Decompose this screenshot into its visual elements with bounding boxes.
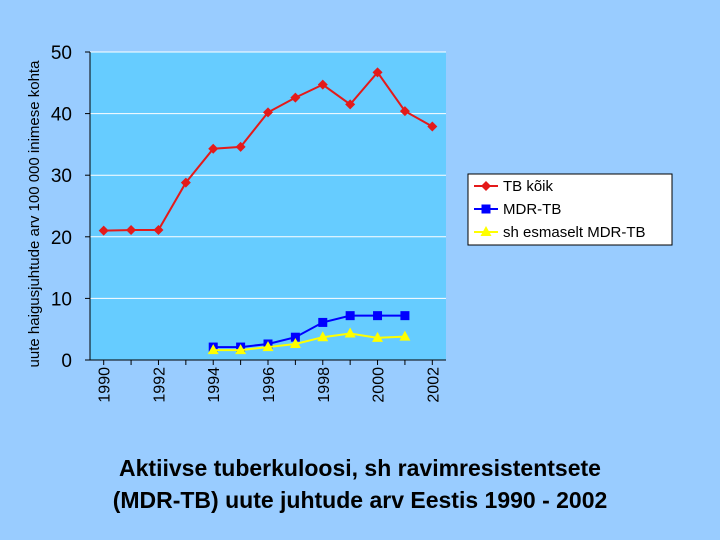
plot-area xyxy=(90,52,446,360)
caption: Aktiivse tuberkuloosi, sh ravimresistent… xyxy=(0,452,720,516)
data-point xyxy=(235,344,247,355)
data-point xyxy=(372,67,383,78)
data-point xyxy=(317,79,328,90)
legend-label: MDR-TB xyxy=(503,201,561,218)
data-point xyxy=(207,344,219,355)
y-tick-label: 10 xyxy=(51,289,72,310)
y-tick-label: 20 xyxy=(51,228,72,249)
data-point xyxy=(400,311,410,321)
legend-label: TB kõik xyxy=(503,178,554,195)
x-tick-label: 1994 xyxy=(206,367,223,403)
data-point xyxy=(289,337,301,348)
legend-marker xyxy=(481,204,491,214)
x-tick-label: 1998 xyxy=(316,367,333,403)
x-tick-label: 2002 xyxy=(425,367,442,403)
y-tick-label: 0 xyxy=(61,351,72,372)
data-point xyxy=(180,177,191,188)
data-point xyxy=(208,143,219,154)
y-tick-label: 40 xyxy=(51,105,72,126)
x-tick-label: 1992 xyxy=(151,367,168,403)
series-line xyxy=(213,314,405,349)
data-point xyxy=(317,331,329,342)
data-point xyxy=(345,311,355,321)
data-point xyxy=(153,225,164,236)
series-line xyxy=(213,332,405,352)
y-tick-label: 50 xyxy=(51,43,72,64)
x-tick-label: 2000 xyxy=(371,367,388,403)
x-tick-label: 1996 xyxy=(261,367,278,403)
legend-box xyxy=(467,173,673,246)
series-1 xyxy=(98,67,438,236)
data-point xyxy=(399,106,410,117)
y-tick-label: 30 xyxy=(51,166,72,187)
data-point xyxy=(290,332,300,342)
data-point xyxy=(427,121,438,132)
data-point xyxy=(262,341,274,352)
x-tick-label: 1990 xyxy=(97,367,114,403)
data-point xyxy=(373,311,383,321)
data-point xyxy=(263,107,273,118)
legend-label: sh esmaselt MDR-TB xyxy=(503,224,646,241)
data-point xyxy=(126,225,137,236)
data-point xyxy=(344,327,356,338)
caption-line-2: (MDR-TB) uute juhtude arv Eestis 1990 - … xyxy=(112,487,608,513)
data-point xyxy=(98,225,109,236)
data-point xyxy=(399,330,411,341)
data-point xyxy=(372,331,384,342)
data-point xyxy=(235,141,246,152)
y-axis-label: uute haigusjuhtude arv 100 000 inimese k… xyxy=(26,60,43,368)
data-point xyxy=(318,317,328,327)
legend-marker xyxy=(481,181,491,191)
data-point xyxy=(290,92,301,103)
series-3 xyxy=(207,327,411,355)
data-point xyxy=(345,99,356,110)
caption-line-1: Aktiivse tuberkuloosi, sh ravimresistent… xyxy=(119,455,601,481)
legend-marker xyxy=(480,226,492,236)
